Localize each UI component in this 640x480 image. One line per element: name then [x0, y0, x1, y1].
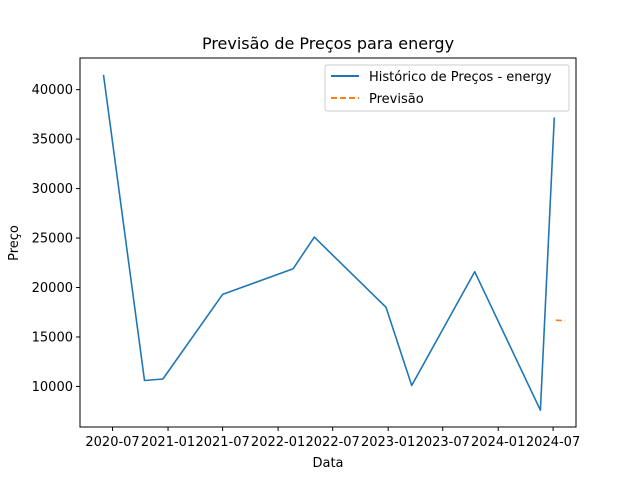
x-tick-label: 2021-01 [141, 435, 195, 450]
y-tick-label: 25000 [32, 232, 73, 247]
x-tick-label: 2020-07 [85, 435, 139, 450]
y-tick-label: 35000 [32, 133, 73, 148]
x-tick-label: 2024-07 [526, 435, 580, 450]
legend: Histórico de Preços - energy Previsão [324, 64, 570, 112]
x-tick-label: 2023-01 [361, 435, 415, 450]
x-tick-label: 2022-01 [251, 435, 305, 450]
y-tick-label: 30000 [32, 182, 73, 197]
legend-box [324, 64, 570, 112]
plot-frame [79, 57, 577, 428]
y-axis-label: Preço [7, 225, 22, 261]
x-tick-label: 2021-07 [195, 435, 249, 450]
chart-title: Previsão de Preços para energy [202, 34, 454, 53]
legend-label-history: Histórico de Preços - energy [369, 70, 552, 85]
y-tick-label: 15000 [32, 330, 73, 345]
y-tick-label: 10000 [32, 380, 73, 395]
y-tick-label: 40000 [32, 83, 73, 98]
plot-background [80, 58, 576, 427]
series-layer [102, 74, 566, 412]
y-tick-label: 20000 [32, 281, 73, 296]
x-tick-label: 2022-07 [306, 435, 360, 450]
series-line-history [102, 74, 556, 412]
plot-area [79, 57, 577, 428]
x-tick-label: 2024-01 [471, 435, 525, 450]
x-axis: 2020-07 2021-01 2021-07 2022-01 2022-07 2023-… [85, 427, 580, 450]
legend-label-forecast: Previsão [369, 92, 424, 107]
x-tick-label: 2023-07 [416, 435, 470, 450]
y-axis: 10000 15000 20000 25000 30000 35000 40000 [32, 83, 80, 395]
x-axis-label: Data [312, 456, 343, 471]
series-line-forecast [555, 319, 566, 322]
